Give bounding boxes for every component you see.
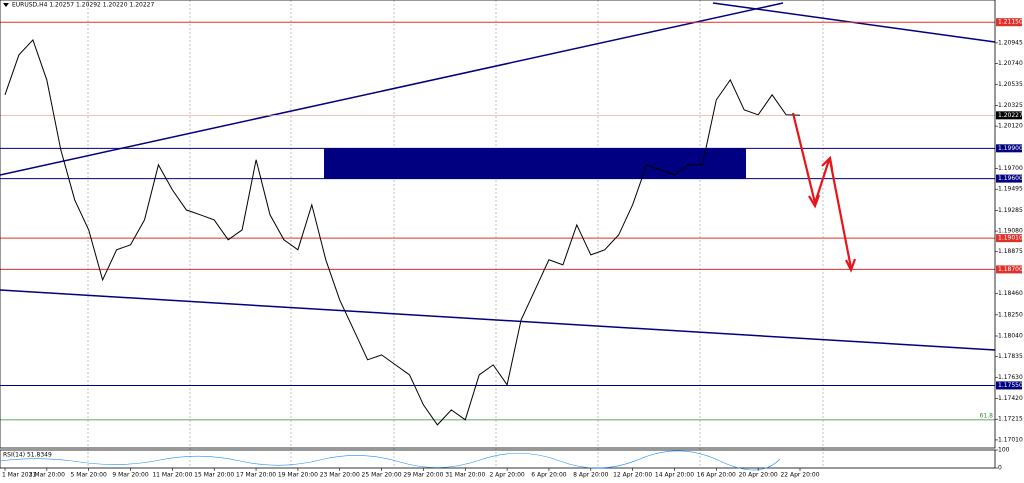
x-tick-label: 1 Mar 2021 <box>2 472 36 479</box>
level-label-box <box>996 381 1022 390</box>
x-tick-label: 9 Mar 20:00 <box>112 472 148 479</box>
y-tick-label: 1.18460 <box>998 290 1023 297</box>
level-label: 1.19600 <box>998 175 1023 182</box>
rsi-frame <box>0 449 996 469</box>
y-tick-label: 1.19285 <box>998 207 1023 214</box>
vertical-separators <box>87 0 824 468</box>
fib-label: 61.8 <box>980 412 994 419</box>
y-tick-label: 1.20325 <box>998 102 1023 109</box>
price-line <box>4 38 801 426</box>
level-label-box <box>996 265 1022 274</box>
y-tick-label: 1.19700 <box>998 165 1023 172</box>
level-label: 1.21150 <box>998 19 1023 26</box>
y-tick-label: 1.17420 <box>998 395 1023 402</box>
menu-arrow <box>3 3 9 7</box>
y-tick-label: 1.18040 <box>998 333 1023 340</box>
plot-frame <box>0 0 996 449</box>
x-tick-label: 20 Apr 20:00 <box>739 472 778 479</box>
level-label: 1.17550 <box>998 382 1023 389</box>
forecast-arrows <box>791 112 857 273</box>
level-label-box <box>996 111 1022 120</box>
x-tick-label: 25 Mar 20:00 <box>362 472 402 479</box>
y-tick-label: 1.19080 <box>998 228 1023 235</box>
level-label: 1.18700 <box>998 266 1023 273</box>
y-tick-label: 1.17010 <box>998 436 1023 443</box>
x-tick-label: 6 Apr 20:00 <box>531 472 566 479</box>
x-tick-label: 5 Mar 20:00 <box>71 472 107 479</box>
x-tick-label: 14 Apr 20:00 <box>655 472 694 479</box>
level-label-box <box>996 144 1022 153</box>
chart-title: EURUSD,H4 1.20257 1.20292 1.20220 1.2022… <box>12 2 154 9</box>
trend-line <box>0 289 996 351</box>
y-tick-label: 1.17215 <box>998 416 1023 423</box>
plot-marks <box>0 21 995 426</box>
y-tick-label: 1.17630 <box>998 374 1023 381</box>
x-tick-label: 2 Apr 20:00 <box>489 472 524 479</box>
y-tick-label: 1.20945 <box>998 39 1023 46</box>
level-label-box <box>996 234 1022 243</box>
trend-line <box>0 2 784 176</box>
x-tick-label: 22 Apr 20:00 <box>780 472 819 479</box>
x-tick-label: 29 Mar 20:00 <box>403 472 443 479</box>
x-tick-label: 11 Mar 20:00 <box>152 472 192 479</box>
y-tick-label: 1.20740 <box>998 60 1023 67</box>
x-tick-label: 19 Mar 20:00 <box>278 472 318 479</box>
rsi-line <box>0 450 781 471</box>
rsi-tick-label: 0 <box>998 465 1002 472</box>
x-tick-label: 23 Mar 20:00 <box>320 472 360 479</box>
level-label: 1.19900 <box>998 145 1023 152</box>
rsi-label: RSI(14) 51.8349 <box>3 452 52 459</box>
x-tick-label: 15 Mar 20:00 <box>194 472 234 479</box>
y-tick-label: 1.19495 <box>998 186 1023 193</box>
level-label-box <box>996 18 1022 27</box>
x-tick-label: 17 Mar 20:00 <box>236 472 276 479</box>
x-tick-label: 12 Apr 20:00 <box>613 472 652 479</box>
x-tick-label: 31 Mar 20:00 <box>445 472 485 479</box>
y-tick-label: 1.18250 <box>998 311 1023 318</box>
x-tick-label: 3 Mar 20:00 <box>29 472 65 479</box>
x-tick-label: 8 Apr 20:00 <box>573 472 608 479</box>
level-label-box <box>996 174 1022 183</box>
level-label: 1.20227 <box>998 112 1023 119</box>
y-tick-label: 1.17835 <box>998 353 1023 360</box>
y-tick-label: 1.18875 <box>998 248 1023 255</box>
zone-box <box>324 148 746 179</box>
level-label: 1.19010 <box>998 235 1023 242</box>
rsi-tick-label: 100 <box>998 447 1010 454</box>
y-tick-label: 1.20120 <box>998 123 1023 130</box>
x-tick-label: 16 Apr 20:00 <box>697 472 736 479</box>
y-tick-label: 1.20535 <box>998 81 1023 88</box>
